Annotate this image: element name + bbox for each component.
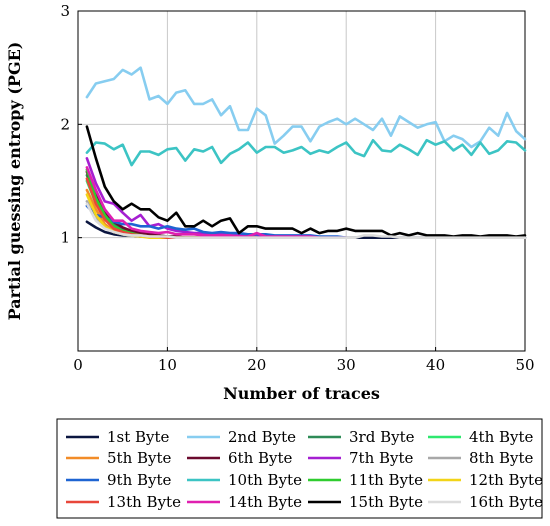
x-tick-label: 10 — [158, 356, 177, 374]
series-line-15 — [85, 125, 527, 238]
legend-label: 15th Byte — [349, 493, 423, 511]
plot-frame — [77, 10, 526, 352]
y-tick-label: 1 — [60, 229, 70, 247]
x-axis-title: Number of traces — [223, 384, 380, 403]
x-tick-label: 20 — [247, 356, 266, 374]
x-tick-label: 0 — [73, 356, 83, 374]
legend-label: 8th Byte — [469, 449, 534, 467]
legend-box — [56, 418, 543, 519]
series-line-16 — [85, 202, 527, 239]
legend-label: 13th Byte — [107, 493, 181, 511]
legend-label: 4th Byte — [469, 428, 534, 446]
series-lines — [85, 66, 527, 239]
legend-label: 6th Byte — [228, 449, 293, 467]
legend-label: 11th Byte — [349, 471, 423, 489]
series-line-2 — [85, 66, 527, 149]
legend-label: 1st Byte — [107, 428, 170, 446]
legend-label: 9th Byte — [107, 471, 172, 489]
y-tick-label: 2 — [60, 115, 70, 133]
x-tick-label: 30 — [337, 356, 356, 374]
legend-label: 16th Byte — [469, 493, 543, 511]
legend-label: 10th Byte — [228, 471, 302, 489]
x-tick-label: 50 — [515, 356, 534, 374]
axis-ticks: 0 10 20 30 40 50 1 2 3 — [60, 2, 534, 374]
legend-label: 3rd Byte — [349, 428, 415, 446]
legend-label: 5th Byte — [107, 449, 172, 467]
gridlines — [78, 11, 525, 351]
legend: 1st Byte 2nd Byte 3rd Byte 4th Byte 5th Byte… — [56, 418, 543, 519]
x-tick-label: 40 — [426, 356, 445, 374]
series-line-10 — [85, 138, 527, 167]
y-axis-title: Partial guessing entropy (PGE) — [5, 42, 24, 321]
legend-label: 7th Byte — [349, 449, 414, 467]
legend-label: 14th Byte — [228, 493, 302, 511]
y-tick-label: 3 — [60, 2, 70, 20]
legend-label: 12th Byte — [469, 471, 543, 489]
legend-label: 2nd Byte — [228, 428, 296, 446]
